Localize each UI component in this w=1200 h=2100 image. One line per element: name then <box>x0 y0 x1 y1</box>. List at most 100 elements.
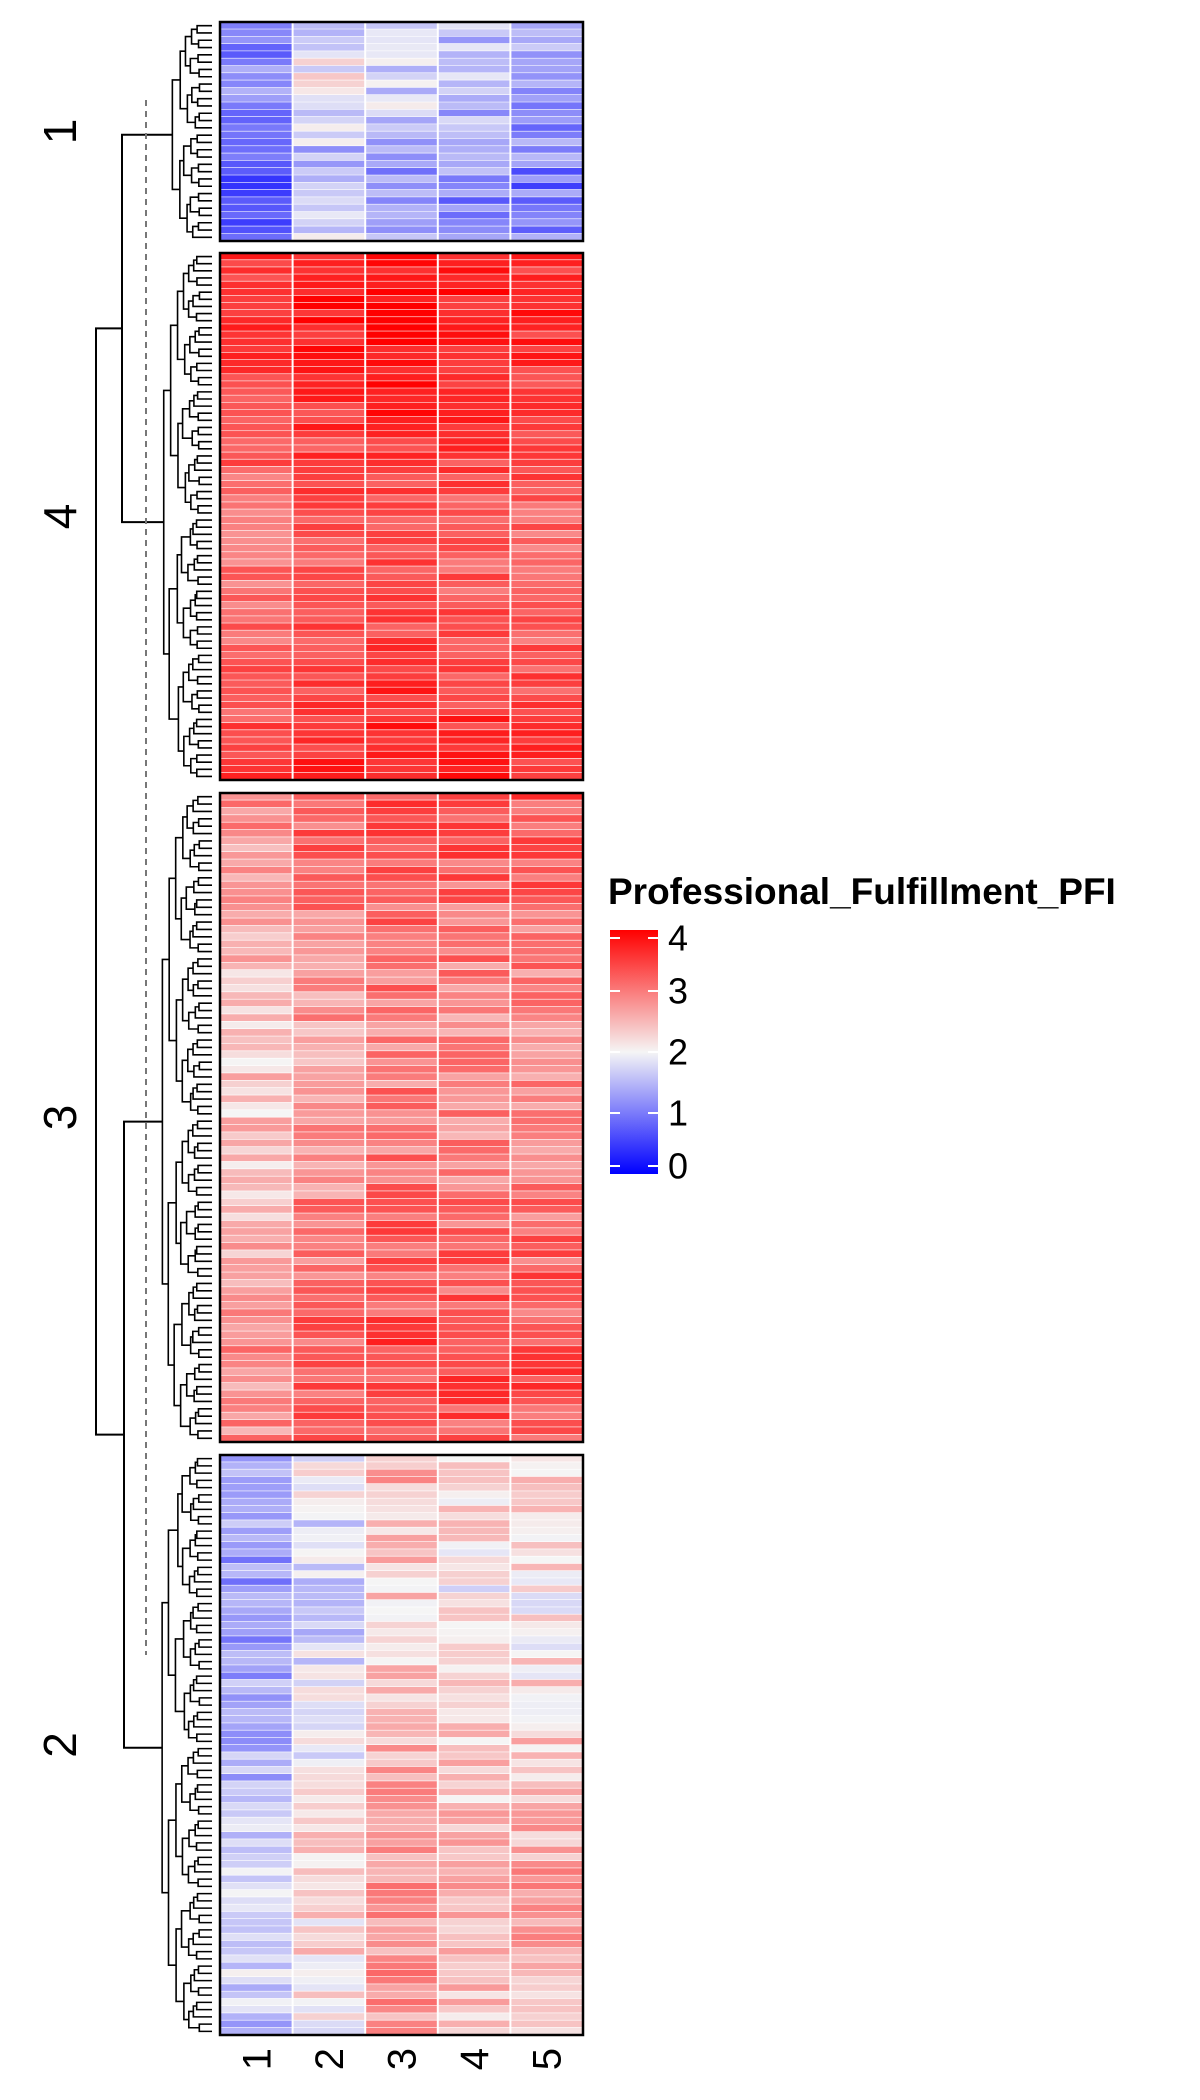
heatmap-cell <box>510 1977 583 1985</box>
heatmap-cell <box>292 1102 366 1111</box>
heatmap-cell <box>220 687 293 695</box>
heatmap-cell <box>437 281 511 289</box>
heatmap-cell <box>510 1585 583 1594</box>
heatmap-cell <box>220 466 293 475</box>
heatmap-cell <box>292 999 366 1008</box>
heatmap-cell <box>220 1058 293 1067</box>
heatmap-cell <box>292 772 366 781</box>
dendrogram-branch <box>121 133 173 524</box>
heatmap-cell <box>510 1759 583 1768</box>
heatmap-cell <box>437 1324 511 1332</box>
heatmap-cell <box>510 1484 583 1492</box>
heatmap-cell <box>220 1124 293 1133</box>
heatmap-cell <box>365 509 438 517</box>
heatmap-cell <box>510 1839 583 1847</box>
heatmap-cell <box>510 80 583 88</box>
heatmap-cell <box>365 1390 438 1399</box>
heatmap-cell <box>220 947 293 956</box>
heatmap-cell <box>437 1810 511 1818</box>
heatmap-cell <box>365 1629 438 1637</box>
dendrogram-branch <box>168 877 177 1042</box>
heatmap-cell <box>365 1375 438 1384</box>
heatmap-cell <box>292 1065 366 1074</box>
heatmap-cell <box>292 480 366 489</box>
heatmap-cell <box>437 1948 511 1956</box>
heatmap-cell <box>437 630 511 638</box>
heatmap-cell <box>292 1161 366 1170</box>
heatmap-cell <box>437 267 511 275</box>
heatmap-cell <box>220 962 293 971</box>
heatmap-cell <box>437 723 511 731</box>
dendrogram-branch <box>198 862 212 872</box>
heatmap-cell <box>220 1279 293 1288</box>
heatmap-cell <box>437 559 511 567</box>
heatmap-cell <box>437 1534 511 1543</box>
heatmap-cell <box>437 366 511 375</box>
heatmap-cell <box>220 644 293 653</box>
heatmap-cell <box>220 182 293 191</box>
heatmap-cell <box>220 651 293 660</box>
heatmap-cell <box>365 1043 438 1052</box>
heatmap-cell <box>292 1708 366 1717</box>
heatmap-cell <box>510 138 583 147</box>
dendrogram-branch <box>189 930 199 949</box>
heatmap-cell <box>365 1933 438 1942</box>
heatmap-cell <box>510 1774 583 1782</box>
heatmap-cell <box>437 947 511 956</box>
heatmap-cell <box>365 124 438 132</box>
heatmap-cell <box>365 1073 438 1081</box>
heatmap-cell <box>437 1853 511 1862</box>
dendrogram-branch <box>197 1430 212 1440</box>
heatmap-cell <box>365 694 438 702</box>
heatmap-cell <box>292 559 366 567</box>
dendrogram-branch <box>194 594 212 607</box>
heatmap-cell <box>365 22 438 30</box>
heatmap-cell <box>292 807 366 816</box>
heatmap-cell <box>365 459 438 467</box>
heatmap-cell <box>437 881 511 890</box>
heatmap-cell <box>510 459 583 467</box>
heatmap-cell <box>437 1977 511 1985</box>
heatmap-cell <box>292 58 366 67</box>
dendrogram-branch <box>185 1210 196 1235</box>
heatmap-cell <box>437 1346 511 1354</box>
heatmap-cell <box>365 324 438 332</box>
heatmap-cell <box>510 523 583 532</box>
heatmap-cell <box>220 1926 293 1934</box>
heatmap-cell <box>292 616 366 624</box>
heatmap-cell <box>292 1600 366 1608</box>
heatmap-cell <box>437 1513 511 1521</box>
heatmap-cell <box>510 1650 583 1659</box>
heatmap-cell <box>510 888 583 897</box>
heatmap-cell <box>365 1817 438 1826</box>
heatmap-cell <box>510 345 583 353</box>
heatmap-cell <box>365 587 438 596</box>
heatmap-cell <box>365 1309 438 1317</box>
heatmap-cell <box>292 630 366 638</box>
heatmap-cell <box>292 530 366 539</box>
heatmap-cell <box>510 388 583 396</box>
heatmap-cell <box>510 1948 583 1956</box>
heatmap-cell <box>292 1006 366 1015</box>
heatmap-cell <box>437 1220 511 1229</box>
heatmap-cell <box>365 381 438 389</box>
column-tick-label: 5 <box>526 2048 570 2070</box>
heatmap-cell <box>292 609 366 617</box>
heatmap-cell <box>437 1984 511 1992</box>
heatmap-cell <box>437 1643 511 1652</box>
heatmap-cell <box>292 65 366 74</box>
heatmap-cell <box>220 309 293 318</box>
heatmap-cell <box>437 1279 511 1288</box>
heatmap-cell <box>365 807 438 816</box>
heatmap-cell <box>292 51 366 59</box>
dendrogram-branch <box>167 1819 177 1967</box>
heatmap-cell <box>220 925 293 934</box>
heatmap-cell <box>292 1279 366 1288</box>
column-tick-label: 1 <box>235 2048 279 2070</box>
dendrogram-branch <box>196 1457 212 1467</box>
heatmap-cell <box>292 338 366 346</box>
dendrogram-branch <box>194 1006 212 1019</box>
heatmap-cell <box>510 288 583 297</box>
dendrogram-branch <box>197 1201 212 1211</box>
heatmap-cell <box>292 1998 366 2007</box>
